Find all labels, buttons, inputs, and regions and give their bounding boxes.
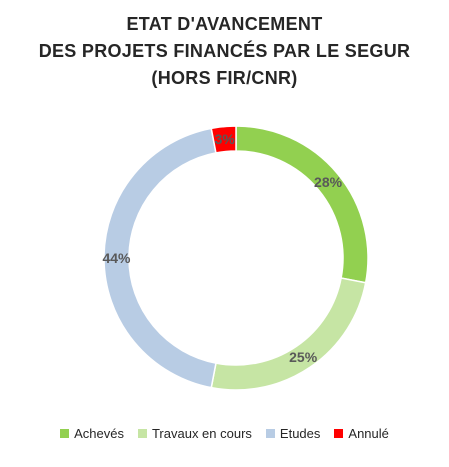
- legend-swatch-travaux-en-cours: [137, 429, 147, 438]
- chart-title: ETAT D'AVANCEMENT DES PROJETS FINANCÉS P…: [0, 11, 449, 92]
- legend-item-travaux-en-cours: Travaux en cours: [137, 426, 252, 441]
- legend-item-etudes: Etudes: [265, 426, 321, 441]
- chart-title-line-2: DES PROJETS FINANCÉS PAR LE SEGUR: [38, 41, 411, 61]
- legend-label-travaux-en-cours: Travaux en cours: [151, 426, 252, 441]
- data-label-travaux-en-cours: 25%: [289, 349, 318, 365]
- legend-label-etudes: Etudes: [279, 426, 321, 441]
- donut-slice-acheves: [235, 125, 369, 284]
- donut-slice-annule: [210, 125, 237, 154]
- legend-swatch-annule: [334, 429, 344, 438]
- legend-label-annule: Annulé: [348, 426, 389, 441]
- chart-title-line-3: (HORS FIR/CNR): [151, 68, 298, 88]
- legend-swatch-etudes: [265, 429, 275, 438]
- data-label-etudes: 44%: [102, 250, 131, 266]
- donut-slice-travaux-en-cours: [210, 277, 367, 391]
- chart-legend: Achevés Travaux en cours Etudes Annulé: [0, 426, 449, 441]
- chart-title-line-1: ETAT D'AVANCEMENT: [126, 14, 323, 34]
- legend-label-acheves: Achevés: [74, 426, 124, 441]
- data-label-acheves: 28%: [314, 174, 343, 190]
- legend-item-acheves: Achevés: [60, 426, 124, 441]
- legend-swatch-acheves: [60, 429, 70, 438]
- data-label-annule: 3%: [215, 131, 236, 147]
- legend-item-annule: Annulé: [334, 426, 389, 441]
